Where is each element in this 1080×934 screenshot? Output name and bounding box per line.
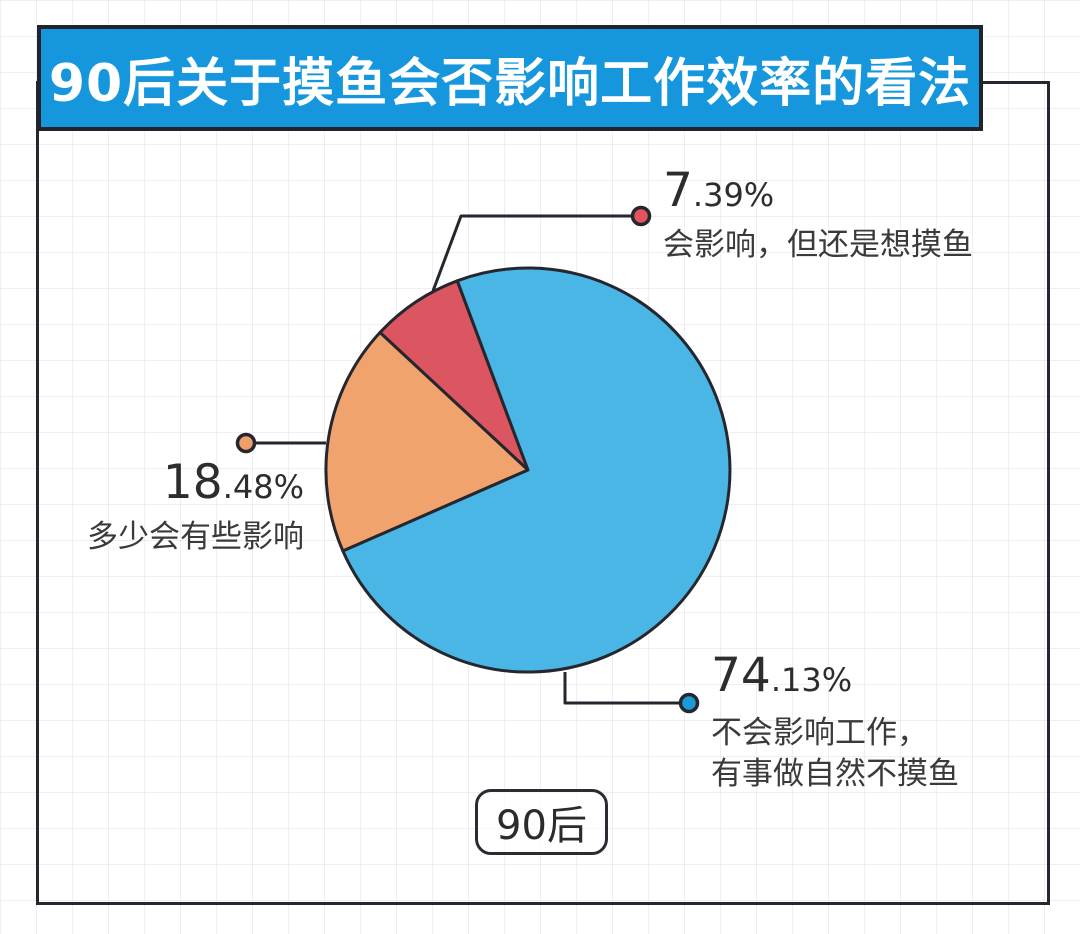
callout-orange-value: 18.48% xyxy=(162,455,304,510)
leader-line-blue xyxy=(563,672,679,705)
title-banner: 90后关于摸鱼会否影响工作效率的看法 xyxy=(37,25,983,131)
callout-red-label: 会影响，但还是想摸鱼 xyxy=(663,227,973,263)
callout-blue-label-line2: 有事做自然不摸鱼 xyxy=(711,756,959,792)
pie-slice-1 xyxy=(324,331,530,553)
callout-orange-label: 多少会有些影响 xyxy=(87,519,304,555)
group-tag-label: 90后 xyxy=(496,803,587,849)
callout-blue-slice: 74.13% 不会影响工作， 有事做自然不摸鱼 xyxy=(711,648,959,795)
callout-blue-label-line1: 不会影响工作， xyxy=(711,715,928,751)
pie-slice-2 xyxy=(341,266,732,674)
callout-red-value: 7.39% xyxy=(663,163,775,218)
callout-orange-slice: 18.48% 多少会有些影响 xyxy=(83,455,304,558)
callout-blue-value: 74.13% xyxy=(711,648,853,703)
leader-line-red xyxy=(431,214,632,292)
leader-dot-red xyxy=(630,205,652,227)
leader-dot-blue xyxy=(678,692,700,714)
callout-red-slice: 7.39% 会影响，但还是想摸鱼 xyxy=(663,163,973,266)
pie-slices xyxy=(324,266,732,674)
page-title: 90后关于摸鱼会否影响工作效率的看法 xyxy=(48,53,972,114)
leader-dot-orange xyxy=(235,432,257,454)
group-tag-box: 90后 xyxy=(475,789,608,855)
